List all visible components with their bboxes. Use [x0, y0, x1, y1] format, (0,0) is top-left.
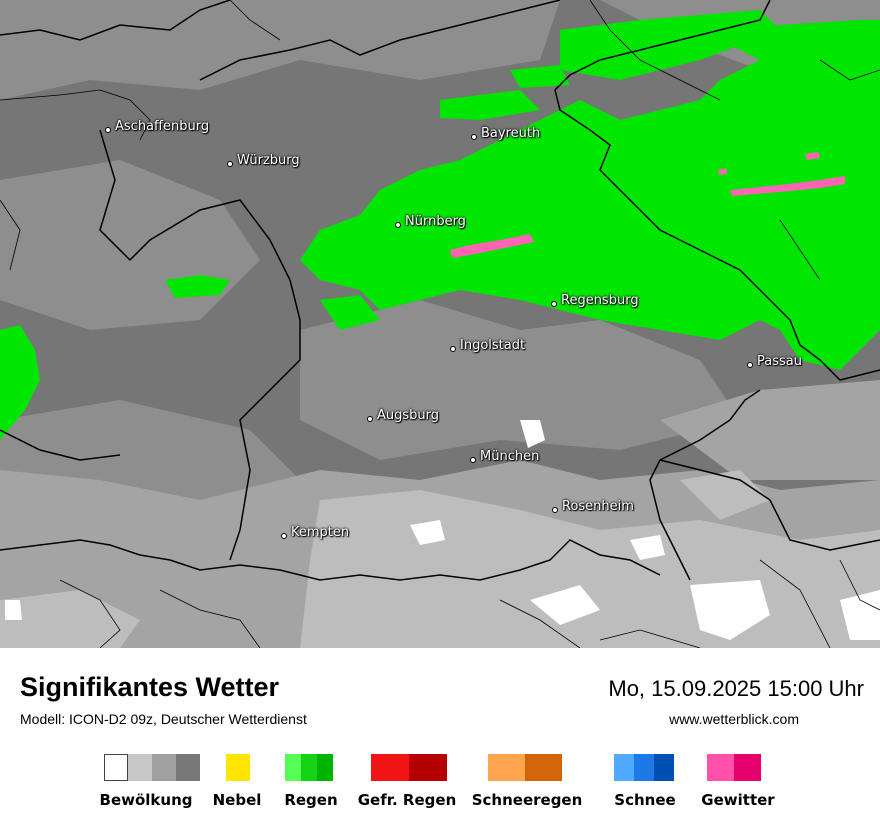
- legend-swatch: [301, 754, 317, 781]
- city-dot-kempten: [281, 533, 287, 539]
- legend-swatch: [525, 754, 562, 781]
- legend-swatch: [371, 754, 409, 781]
- legend-swatch: [707, 754, 734, 781]
- city-label-kempten: Kempten: [291, 525, 350, 540]
- legend-swatch: [104, 754, 128, 781]
- city-dot-rosenheim: [552, 507, 558, 513]
- legend-label-freezing-rain: Gefr. Regen: [357, 791, 457, 809]
- city-dot-regensburg: [551, 301, 557, 307]
- legend-swatch: [488, 754, 525, 781]
- legend-fog-swatches: [226, 754, 250, 781]
- city-label-rosenheim: Rosenheim: [562, 499, 634, 514]
- city-dot-augsburg: [367, 416, 373, 422]
- weather-map-canvas: [0, 0, 880, 648]
- legend-swatch: [409, 754, 447, 781]
- legend-swatch: [176, 754, 200, 781]
- legend-swatch: [654, 754, 674, 781]
- legend-swatch: [614, 754, 634, 781]
- district-borders: [0, 0, 880, 648]
- city-dot-ingolstadt: [450, 346, 456, 352]
- city-label-muenchen: München: [480, 449, 540, 464]
- rain-areas: [0, 10, 880, 440]
- city-label-nuernberg: Nürnberg: [405, 214, 466, 229]
- city-label-bayreuth: Bayreuth: [481, 126, 541, 141]
- city-dot-bayreuth: [471, 134, 477, 140]
- legend-label-fog: Nebel: [212, 791, 262, 809]
- map-footer: Signifikantes Wetter Modell: ICON-D2 09z…: [0, 648, 880, 830]
- city-label-aschaffenburg: Aschaffenburg: [115, 119, 210, 134]
- legend-label-cloud: Bewölkung: [99, 791, 193, 809]
- legend-swatch: [734, 754, 761, 781]
- legend-label-thunderstorm: Gewitter: [701, 791, 775, 809]
- city-dot-wuerzburg: [227, 161, 233, 167]
- city-dot-aschaffenburg: [105, 127, 111, 133]
- legend-swatch: [226, 754, 250, 781]
- website-link[interactable]: www.wetterblick.com: [669, 711, 799, 727]
- legend-swatch: [634, 754, 654, 781]
- legend-sleet-swatches: [488, 754, 562, 781]
- city-label-ingolstadt: Ingolstadt: [460, 338, 526, 353]
- legend-label-snow: Schnee: [614, 791, 676, 809]
- city-label-passau: Passau: [757, 354, 802, 369]
- legend-snow-swatches: [614, 754, 674, 781]
- city-dot-muenchen: [470, 457, 476, 463]
- legend-cloud-swatches: [104, 754, 200, 781]
- forecast-datetime: Mo, 15.09.2025 15:00 Uhr: [608, 676, 864, 701]
- city-label-regensburg: Regensburg: [561, 293, 639, 308]
- city-dot-passau: [747, 362, 753, 368]
- legend-swatch: [317, 754, 333, 781]
- legend-thunderstorm-swatches: [707, 754, 761, 781]
- model-info: Modell: ICON-D2 09z, Deutscher Wetterdie…: [20, 711, 307, 727]
- legend-rain-swatches: [285, 754, 333, 781]
- map-title: Signifikantes Wetter: [20, 672, 280, 702]
- city-dot-nuernberg: [395, 222, 401, 228]
- thunderstorm-areas: [450, 152, 845, 258]
- weather-map: Aschaffenburg Würzburg Bayreuth Nürnberg…: [0, 0, 880, 648]
- city-label-augsburg: Augsburg: [377, 408, 440, 423]
- state-borders: [0, 0, 880, 581]
- clear-sky-patches: [5, 420, 880, 640]
- legend-freezing-rain-swatches: [371, 754, 447, 781]
- legend-label-sleet: Schneeregen: [471, 791, 583, 809]
- legend-label-rain: Regen: [284, 791, 338, 809]
- legend-swatch: [285, 754, 301, 781]
- legend-swatch: [152, 754, 176, 781]
- legend-swatch: [128, 754, 152, 781]
- city-label-wuerzburg: Würzburg: [237, 153, 300, 168]
